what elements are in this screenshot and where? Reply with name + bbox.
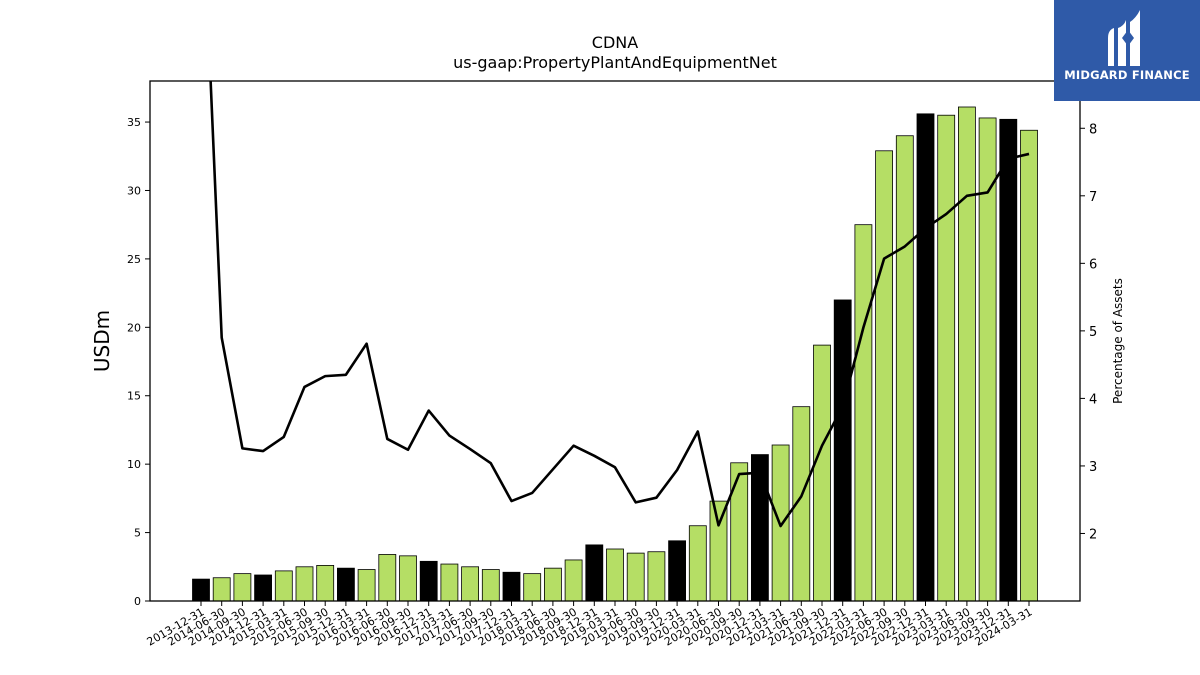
bar-2021-09-30 xyxy=(813,344,831,602)
bar-2022-12-31 xyxy=(916,113,935,602)
chart-subtitle: us-gaap:PropertyPlantAndEquipmentNet xyxy=(453,53,777,72)
bar-2014-12-31 xyxy=(254,574,273,602)
left-axis: 0 5 10 15 20 25 30 35 xyxy=(127,116,150,608)
logo-text: MIDGARD FINANCE xyxy=(1064,68,1190,82)
bar-2014-06-30 xyxy=(212,577,231,602)
bar-2022-03-31 xyxy=(854,224,873,602)
y-tick-label: 5 xyxy=(134,527,141,540)
y2-axis-label: Percentage of Assets xyxy=(1111,278,1125,404)
y2-tick-label: 3 xyxy=(1089,460,1097,475)
y-axis-label: USDm xyxy=(90,310,114,372)
chart-title: CDNA xyxy=(592,33,638,52)
bar-2017-09-30 xyxy=(481,569,500,602)
bar-2018-03-31 xyxy=(523,573,542,602)
line-series-layer xyxy=(209,81,1030,528)
y-tick-label: 0 xyxy=(134,595,141,608)
bar-2018-09-30 xyxy=(564,559,583,602)
bar-2019-06-30 xyxy=(626,552,645,602)
y-tick-label: 25 xyxy=(127,253,141,266)
right-axis: 2 3 4 5 6 7 8 xyxy=(1080,122,1097,542)
y-tick-label: 30 xyxy=(127,184,141,197)
bar-2018-12-31 xyxy=(585,544,604,602)
midgard-logo-mark-icon xyxy=(1108,10,1140,66)
y-tick-label: 10 xyxy=(127,458,141,471)
bar-2024-03-31 xyxy=(1020,129,1038,602)
bar-2022-06-30 xyxy=(875,150,893,602)
bar-2020-09-30 xyxy=(730,462,749,602)
y2-tick-label: 5 xyxy=(1089,325,1097,340)
bar-2017-12-31 xyxy=(502,571,521,602)
bar-2015-12-31 xyxy=(336,567,355,602)
y2-tick-label: 6 xyxy=(1089,257,1097,272)
bar-2023-12-31 xyxy=(999,118,1018,602)
y2-tick-label: 4 xyxy=(1089,392,1097,407)
bar-2016-12-31 xyxy=(419,560,438,602)
y2-tick-label: 7 xyxy=(1089,190,1097,205)
y-tick-label: 20 xyxy=(127,321,141,334)
bar-2016-03-31 xyxy=(357,569,376,602)
bar-2021-12-31 xyxy=(833,299,852,602)
midgard-finance-logo: MIDGARD FINANCE xyxy=(1054,0,1200,101)
percentage-of-assets-line xyxy=(209,81,1030,528)
bar-2013-12-31 xyxy=(192,578,210,602)
bar-2015-06-30 xyxy=(295,566,314,602)
bar-2019-09-30 xyxy=(647,551,666,602)
bar-2019-03-31 xyxy=(606,548,624,602)
bar-2023-03-31 xyxy=(937,114,956,602)
bar-2022-09-30 xyxy=(895,135,914,602)
bar-2017-03-31 xyxy=(440,563,459,602)
bar-2014-09-30 xyxy=(233,573,252,602)
bar-2020-06-30 xyxy=(709,500,728,602)
y2-tick-label: 8 xyxy=(1089,122,1097,137)
bar-2019-12-31 xyxy=(668,540,686,602)
bar-2016-09-30 xyxy=(399,555,417,602)
bar-2020-03-31 xyxy=(688,525,707,602)
x-axis: 2013-12-312014-06-302014-09-302014-12-31… xyxy=(145,601,1035,649)
y-tick-label: 15 xyxy=(127,390,141,403)
bar-2017-06-30 xyxy=(461,566,480,602)
y-tick-label: 35 xyxy=(127,116,141,129)
bar-2023-06-30 xyxy=(958,106,976,602)
bar-2015-03-31 xyxy=(274,570,293,602)
bar-2020-12-31 xyxy=(751,454,769,602)
bar-2016-06-30 xyxy=(378,554,397,602)
bar-2018-06-30 xyxy=(544,567,562,602)
y2-tick-label: 2 xyxy=(1089,527,1097,542)
bar-series xyxy=(192,106,1038,602)
bar-2015-09-30 xyxy=(316,565,335,602)
